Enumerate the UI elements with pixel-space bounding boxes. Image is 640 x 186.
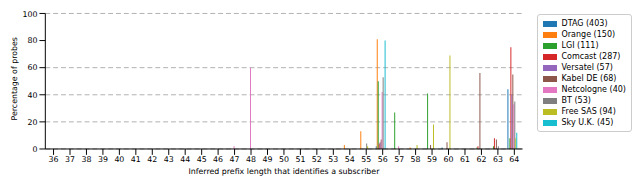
svg-text:48: 48 xyxy=(246,155,256,164)
svg-text:42: 42 xyxy=(147,155,157,164)
svg-text:60: 60 xyxy=(27,63,37,72)
html-text:Sky U.K. (45): Sky U.K. (45) xyxy=(561,118,614,127)
svg-text:53: 53 xyxy=(328,155,338,164)
svg-text:62: 62 xyxy=(476,155,486,164)
svg-text:100: 100 xyxy=(22,10,37,19)
html-text:DTAG (403): DTAG (403) xyxy=(561,19,608,28)
svg-text:20: 20 xyxy=(27,118,37,127)
svg-text:50: 50 xyxy=(279,155,289,164)
svg-text:61: 61 xyxy=(460,155,470,164)
svg-text:Inferred prefix length that id: Inferred prefix length that identifies a… xyxy=(188,168,380,177)
svg-text:55: 55 xyxy=(361,155,371,164)
svg-text:56: 56 xyxy=(378,155,388,164)
svg-text:60: 60 xyxy=(444,155,454,164)
svg-text:44: 44 xyxy=(180,155,190,164)
svg-text:Percentage of probes: Percentage of probes xyxy=(10,37,19,120)
html-text:Orange (150): Orange (150) xyxy=(561,30,616,39)
html-text:Versatel (57): Versatel (57) xyxy=(561,63,613,72)
svg-text:52: 52 xyxy=(312,155,322,164)
svg-text:64: 64 xyxy=(509,155,519,164)
html-text:Netcologne (40): Netcologne (40) xyxy=(561,85,626,94)
svg-text:59: 59 xyxy=(427,155,437,164)
svg-text:54: 54 xyxy=(345,155,355,164)
html-text:Kabel DE (68): Kabel DE (68) xyxy=(561,74,617,83)
svg-text:57: 57 xyxy=(394,155,404,164)
html-text:LGI (111): LGI (111) xyxy=(561,41,599,50)
html-text:Free SAS (94): Free SAS (94) xyxy=(561,107,616,116)
svg-text:51: 51 xyxy=(295,155,305,164)
svg-text:58: 58 xyxy=(411,155,421,164)
svg-text:80: 80 xyxy=(27,36,37,45)
svg-text:49: 49 xyxy=(262,155,272,164)
svg-text:63: 63 xyxy=(493,155,503,164)
svg-text:46: 46 xyxy=(213,155,223,164)
svg-text:37: 37 xyxy=(65,155,75,164)
svg-text:43: 43 xyxy=(164,155,174,164)
svg-text:0: 0 xyxy=(32,145,37,154)
html-text:BT (53): BT (53) xyxy=(561,96,591,105)
svg-text:40: 40 xyxy=(27,91,37,100)
svg-text:38: 38 xyxy=(81,155,91,164)
svg-text:40: 40 xyxy=(114,155,124,164)
svg-text:45: 45 xyxy=(197,155,207,164)
svg-text:41: 41 xyxy=(131,155,141,164)
svg-text:39: 39 xyxy=(98,155,108,164)
html-text:Comcast (287): Comcast (287) xyxy=(561,52,621,61)
svg-text:47: 47 xyxy=(230,155,240,164)
svg-text:36: 36 xyxy=(49,155,59,164)
